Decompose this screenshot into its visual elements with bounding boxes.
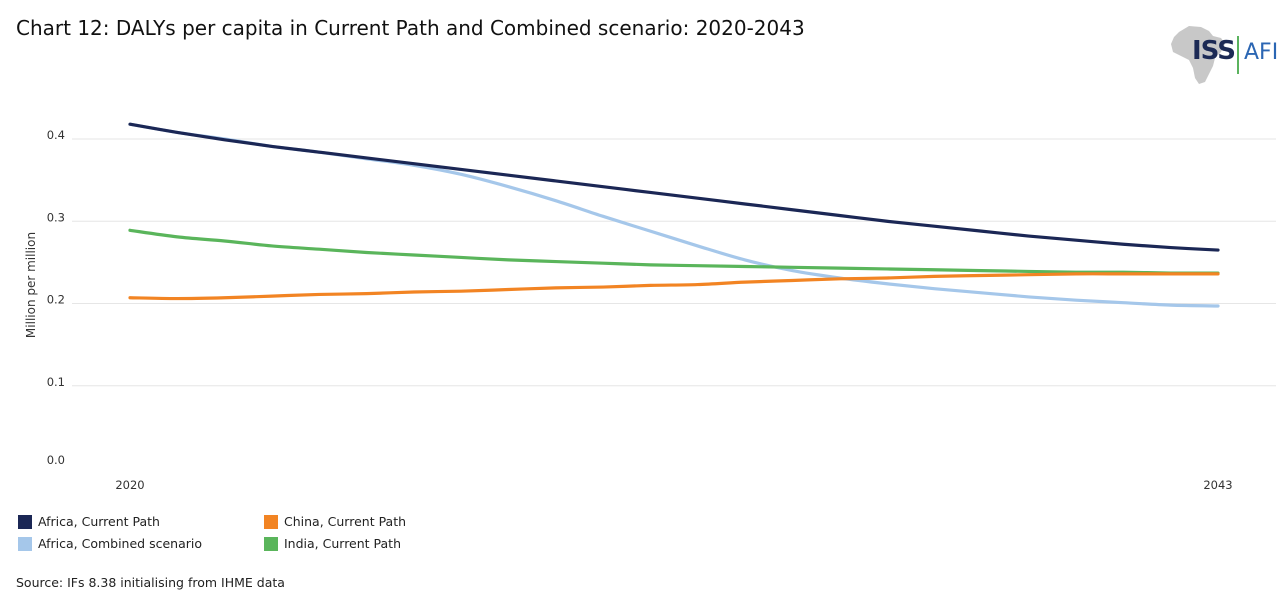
source-note: Source: IFs 8.38 initialising from IHME … <box>16 575 285 590</box>
series-line-africa-combined-scenario[interactable] <box>128 122 1220 308</box>
legend-swatch <box>264 514 278 529</box>
y-tick-label: 0.0 <box>47 453 65 467</box>
logo-iss-text: ISS <box>1192 36 1236 66</box>
x-tick-label: 2043 <box>1203 478 1232 492</box>
legend-item-africa-combined-scenario[interactable]: Africa, Combined scenario <box>18 536 202 551</box>
series-line-india-current-path[interactable] <box>128 228 1220 275</box>
y-tick-label: 0.2 <box>47 293 65 307</box>
y-tick-label: 0.4 <box>47 128 65 142</box>
y-axis-ticks: 0.0 0.1 0.2 0.3 0.4 <box>47 128 65 467</box>
x-axis-ticks: 2020 2043 <box>115 478 1232 492</box>
series-lines <box>128 122 1220 308</box>
legend-item-india-current-path[interactable]: India, Current Path <box>264 536 401 551</box>
x-tick-label: 2020 <box>115 478 144 492</box>
legend-item-africa-current-path[interactable]: Africa, Current Path <box>18 514 160 529</box>
legend-swatch <box>18 514 32 529</box>
legend-item-china-current-path[interactable]: China, Current Path <box>264 514 406 529</box>
legend-label: India, Current Path <box>284 536 402 551</box>
legend-label: Africa, Current Path <box>38 514 160 529</box>
chart-title: Chart 12: DALYs per capita in Current Pa… <box>16 16 805 40</box>
y-tick-label: 0.1 <box>47 375 65 389</box>
chart-legend: Africa, Current Path Africa, Combined sc… <box>18 514 578 558</box>
logo-divider <box>1237 36 1239 74</box>
legend-swatch <box>264 536 278 551</box>
logo-afi-text: AFI <box>1244 40 1279 65</box>
series-line-china-current-path[interactable] <box>128 272 1220 301</box>
iss-afi-logo: ISS AFI <box>1165 22 1285 86</box>
y-tick-label: 0.3 <box>47 210 65 224</box>
y-axis-label: Million per million <box>24 232 38 338</box>
legend-label: China, Current Path <box>284 514 407 529</box>
legend-label: Africa, Combined scenario <box>38 536 202 551</box>
grid-lines <box>72 138 1276 387</box>
series-line-africa-current-path[interactable] <box>128 122 1220 252</box>
legend-swatch <box>18 536 32 551</box>
line-chart: 0.0 0.1 0.2 0.3 0.4 2020 2043 Million per mil… <box>24 122 1276 492</box>
africa-map-icon <box>1171 26 1225 84</box>
